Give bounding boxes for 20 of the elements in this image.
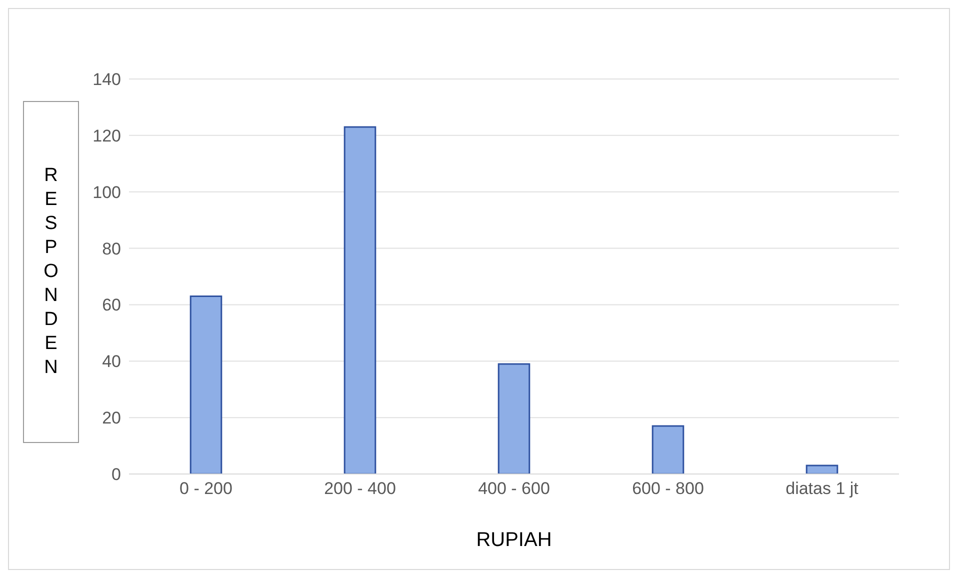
y-tick-label: 80 [102, 239, 121, 258]
x-tick-label: 0 - 200 [180, 479, 232, 498]
y-tick-label: 100 [92, 182, 121, 202]
bar [652, 425, 684, 474]
y-tick-label: 40 [102, 352, 121, 372]
bar [806, 464, 838, 474]
bar [498, 363, 530, 474]
x-tick-label: 400 - 600 [478, 479, 550, 498]
x-tick-label: 600 - 800 [632, 479, 704, 498]
x-tick-label: diatas 1 jt [786, 479, 859, 498]
y-tick-label: 120 [92, 126, 121, 146]
x-axis-title: RUPIAH [476, 529, 552, 551]
y-tick-label: 20 [102, 408, 121, 428]
y-tick-label: 60 [102, 296, 121, 315]
bar [344, 126, 376, 474]
y-tick-label: 0 [112, 465, 121, 484]
text: RESPONDEN [44, 165, 58, 378]
x-tick-label: 200 - 400 [324, 479, 396, 498]
y-tick-label: 140 [92, 70, 121, 90]
bar [190, 296, 222, 474]
